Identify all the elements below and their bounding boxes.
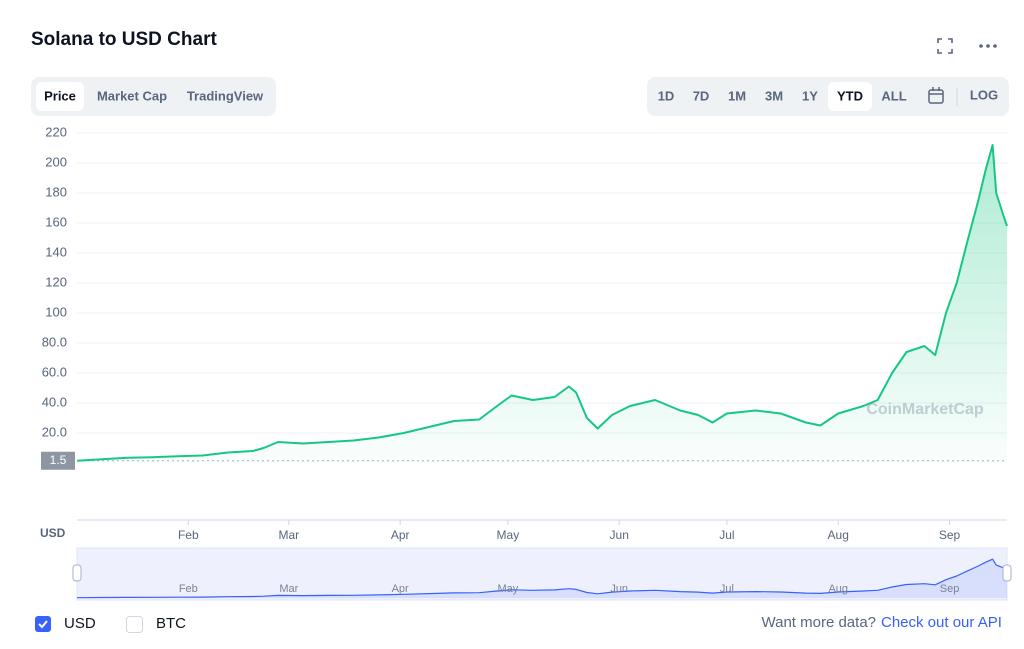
range-button[interactable]: 1M <box>728 88 746 103</box>
navigator-tick-label: Apr <box>392 583 409 595</box>
tab[interactable]: TradingView <box>187 88 264 103</box>
btc-checkbox[interactable] <box>126 616 143 633</box>
tab-selected <box>36 82 84 111</box>
chart-title: Solana to USD Chart <box>31 29 217 50</box>
reference-label: 1.5 <box>50 453 67 467</box>
navigator-tick-label: Jul <box>720 583 734 595</box>
unit-label: USD <box>40 526 66 540</box>
y-tick-label: 120 <box>45 274 67 289</box>
y-tick-label: 100 <box>45 304 67 319</box>
fullscreen-icon[interactable] <box>937 38 953 54</box>
calendar-icon[interactable] <box>928 87 944 104</box>
x-tick-label: May <box>497 528 520 542</box>
more-icon[interactable] <box>979 44 997 48</box>
range-button[interactable]: 1Y <box>802 88 818 103</box>
log-button[interactable]: LOG <box>970 87 998 102</box>
x-tick-label: Aug <box>828 528 849 542</box>
y-tick-label: 40.0 <box>42 394 67 409</box>
tab[interactable]: Market Cap <box>97 88 167 103</box>
currency-label: USD <box>64 615 96 632</box>
y-tick-label: 140 <box>45 244 67 259</box>
x-tick-label: Jun <box>610 528 629 542</box>
y-tick-label: 80.0 <box>42 334 67 349</box>
x-tick-label: Feb <box>178 528 199 542</box>
tab-group <box>31 77 276 116</box>
navigator-tick-label: Aug <box>828 583 848 595</box>
y-tick-label: 220 <box>45 124 67 139</box>
y-tick-label: 20.0 <box>42 424 67 439</box>
reference-label-box <box>41 451 75 470</box>
tab[interactable]: Price <box>44 88 76 103</box>
price-line <box>76 144 1008 462</box>
y-tick-label: 160 <box>45 214 67 229</box>
y-tick-label: 180 <box>45 184 67 199</box>
range-button[interactable]: YTD <box>837 88 863 103</box>
navigator-tick-label: May <box>497 583 518 595</box>
footer-link[interactable]: Check out our API <box>881 614 1002 631</box>
range-button[interactable]: 3M <box>765 88 783 103</box>
y-tick-label: 60.0 <box>42 364 67 379</box>
currency-label: BTC <box>156 615 186 632</box>
navigator-line <box>76 558 1008 599</box>
range-button[interactable]: 1D <box>658 88 675 103</box>
range-selected <box>828 82 872 111</box>
navigator-tick-label: Mar <box>279 583 298 595</box>
x-tick-label: Sep <box>939 528 961 542</box>
navigator-handle[interactable] <box>72 564 82 582</box>
x-tick-label: Jul <box>719 528 734 542</box>
check-mark <box>38 620 48 629</box>
navigator-tick-label: Jun <box>610 583 628 595</box>
range-button[interactable]: 7D <box>693 88 710 103</box>
x-tick-label: Mar <box>279 528 300 542</box>
navigator-tick-label: Sep <box>940 583 960 595</box>
footer-text: Want more data? <box>762 614 877 631</box>
usd-checkbox[interactable] <box>35 616 51 632</box>
navigator-tick-label: Feb <box>179 583 198 595</box>
range-button[interactable]: ALL <box>881 88 906 103</box>
x-tick-label: Apr <box>391 528 410 542</box>
navigator-handle[interactable] <box>1002 564 1012 582</box>
y-tick-label: 200 <box>45 154 67 169</box>
